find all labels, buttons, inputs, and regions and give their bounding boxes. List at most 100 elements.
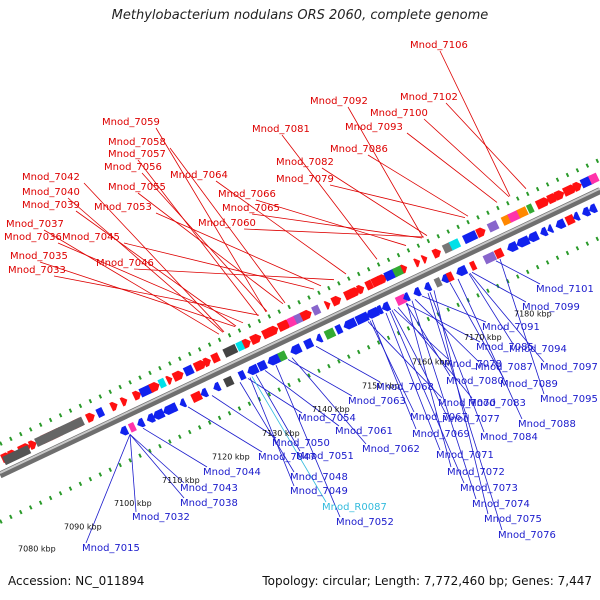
forward-leader-19 <box>155 212 322 287</box>
reverse-feature-43-shape <box>555 218 567 229</box>
forward-feature-22-shape <box>222 343 239 358</box>
forward-leader-17 <box>67 197 224 333</box>
forward-feature-21 <box>210 352 221 364</box>
forward-feature-43 <box>400 264 408 274</box>
reverse-feature-37-shape <box>493 247 505 260</box>
reverse-leader-40 <box>85 434 131 544</box>
reverse-gene-label-23: Mnod_7062 <box>362 444 420 455</box>
backbone-highlight <box>0 187 600 474</box>
reverse-gene-label-6: Mnod_7087 <box>475 362 533 373</box>
reverse-leader-16 <box>369 320 415 413</box>
forward-feature-3 <box>27 440 37 450</box>
reverse-leader-10 <box>315 345 381 383</box>
forward-feature-36 <box>349 287 360 298</box>
forward-feature-14 <box>148 382 160 393</box>
tick-label-6: 7140 kbp <box>312 405 350 414</box>
reverse-gene-label-11: Mnod_7083 <box>468 398 526 409</box>
reverse-feature-35 <box>468 260 478 271</box>
reverse-feature-47-shape <box>589 203 598 214</box>
forward-gene-label-8: Mnod_7059 <box>102 117 160 128</box>
reverse-feature-20-shape <box>323 327 337 340</box>
reverse-feature-22 <box>343 317 358 330</box>
reverse-gene-label-35: Mnod_R0087 <box>322 502 387 513</box>
reverse-feature-19 <box>316 333 324 343</box>
reverse-feature-30-shape <box>424 281 433 292</box>
forward-gene-label-7: Mnod_7082 <box>276 157 334 168</box>
reverse-feature-6 <box>170 402 179 412</box>
reverse-feature-22-shape <box>343 317 358 330</box>
reverse-feature-12 <box>237 369 247 381</box>
forward-gene-label-3: Mnod_7100 <box>370 108 428 119</box>
forward-feature-53 <box>507 209 521 223</box>
forward-feature-15 <box>157 377 167 389</box>
reverse-feature-4 <box>153 408 166 420</box>
forward-gene-label-5: Mnod_7081 <box>252 124 310 135</box>
forward-feature-16 <box>165 375 173 385</box>
forward-feature-27-shape <box>267 325 279 337</box>
reverse-feature-3 <box>146 412 156 423</box>
reverse-leader-3 <box>405 303 481 343</box>
reverse-leader-12 <box>499 258 545 395</box>
reverse-feature-37 <box>493 247 505 260</box>
kbp-tick-labels: 7080 kbp 7090 kbp 7100 kbp 7110 kbp 7120 kbp… <box>18 309 552 553</box>
reverse-gene-label-33: Mnod_7038 <box>180 498 238 509</box>
reverse-gene-label-28: Mnod_7072 <box>447 467 505 478</box>
forward-gene-label-14: Mnod_7042 <box>22 172 80 183</box>
forward-feature-34 <box>330 295 342 307</box>
reverse-leader-30 <box>129 434 185 484</box>
forward-leader-8 <box>155 127 267 313</box>
reverse-gene-label-24: Mnod_7051 <box>296 451 354 462</box>
reverse-gene-label-26: Mnod_7044 <box>203 467 261 478</box>
reverse-gene-label-15: Mnod_7070 <box>438 398 496 409</box>
forward-feature-25-shape <box>249 333 262 346</box>
reverse-feature-8-shape <box>190 390 204 403</box>
reverse-feature-21-shape <box>334 324 344 335</box>
reverse-leader-37 <box>433 290 489 515</box>
reverse-feature-34-shape <box>456 264 469 277</box>
reverse-feature-14 <box>256 359 268 372</box>
forward-feature-48-shape <box>448 238 462 251</box>
reverse-feature-25-shape <box>375 304 384 315</box>
reverse-feature-6-shape <box>170 402 179 412</box>
forward-feature-28 <box>276 319 292 333</box>
forward-feature-8 <box>84 412 95 423</box>
forward-feature-17-shape <box>171 370 184 382</box>
forward-feature-44 <box>413 258 421 268</box>
reverse-leader-36 <box>129 434 137 513</box>
forward-feature-17 <box>171 370 184 382</box>
forward-leader-12 <box>215 180 347 275</box>
forward-leader-23 <box>57 242 244 324</box>
forward-feature-22 <box>222 343 239 358</box>
reverse-leader-15 <box>367 321 443 399</box>
reverse-feature-15-shape <box>267 353 282 366</box>
reverse-feature-47 <box>589 203 598 214</box>
forward-gene-label-0: Mnod_7106 <box>410 40 468 51</box>
reverse-feature-16-shape <box>277 350 288 362</box>
forward-feature-37-shape <box>355 284 365 295</box>
forward-leader-1 <box>347 106 424 238</box>
reverse-gene-label-16: Mnod_7067 <box>410 412 468 423</box>
reverse-feature-2 <box>137 417 146 428</box>
reverse-feature-40-shape <box>527 230 540 243</box>
reverse-leader-6 <box>414 299 480 363</box>
forward-gene-label-24: Mnod_7045 <box>62 232 120 243</box>
forward-gene-label-10: Mnod_7057 <box>108 149 166 160</box>
forward-feature-27 <box>267 325 279 337</box>
forward-feature-50-shape <box>475 227 486 238</box>
forward-feature-11-shape <box>119 397 128 407</box>
gene-features <box>0 172 600 466</box>
forward-gene-label-21: Mnod_7037 <box>6 219 64 230</box>
reverse-feature-43 <box>555 218 567 229</box>
forward-feature-40 <box>377 274 388 285</box>
forward-feature-18-shape <box>182 364 195 377</box>
reverse-feature-33 <box>445 271 455 282</box>
forward-gene-label-4: Mnod_7093 <box>345 122 403 133</box>
forward-feature-16-shape <box>165 375 173 385</box>
forward-leader-21 <box>43 229 220 335</box>
reverse-leader-23 <box>291 357 367 445</box>
reverse-feature-30 <box>424 281 433 292</box>
forward-leader-25 <box>39 261 236 327</box>
reverse-gene-label-30: Mnod_7043 <box>180 483 238 494</box>
reverse-feature-17 <box>290 343 303 355</box>
reverse-feature-34 <box>456 264 469 277</box>
